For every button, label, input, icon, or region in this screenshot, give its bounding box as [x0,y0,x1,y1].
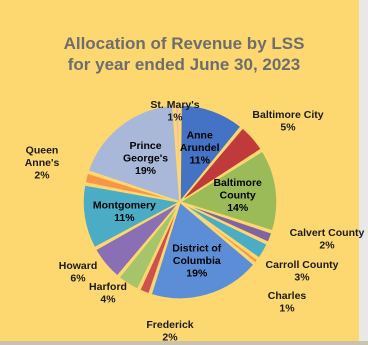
label-harford: Harford 4% [89,281,127,306]
label-anne-arundel: Anne Arundel 11% [180,130,220,167]
window-edge [359,0,368,345]
label-carroll-county: Carroll County 3% [266,259,339,284]
label-montgomery: Montgomery 11% [93,200,156,225]
chart-title-line1: Allocation of Revenue by LSS [63,34,305,53]
chart-title: Allocation of Revenue by LSS for year en… [0,33,368,75]
slice-baltimore-county [178,149,278,232]
slice-st-mary-s [174,104,181,203]
label-st-mary-s: St. Mary's 1% [150,99,199,124]
slice-harford [117,201,181,291]
label-queen-anne-s: Queen Anne's 2% [25,145,60,182]
slice-carroll-county [179,201,269,260]
slice-calvert-county [179,201,273,244]
slice-district-of-columbia [150,200,256,300]
label-howard: Howard 6% [59,260,98,285]
slice-howard [94,201,181,278]
window-edge-bottom [0,341,368,345]
label-frederick: Frederick 2% [146,319,193,344]
label-charles: Charles 1% [268,290,307,315]
label-prince-george-s: Prince George's 19% [123,140,168,177]
slice-anne-arundel [179,104,243,205]
label-district-of-columbia: District of Columbia 19% [172,242,222,279]
slice-montgomery [82,183,183,249]
chart-title-line2: for year ended June 30, 2023 [67,55,301,74]
slice-frederick [138,201,181,295]
label-baltimore-city: Baltimore City 5% [252,109,323,134]
label-calvert-county: Calvert County 2% [290,227,365,252]
slice-baltimore-city [179,126,263,203]
slice-prince-george-s [87,104,181,204]
slice-charles [179,201,259,265]
label-baltimore-county: Baltimore County 14% [213,177,262,214]
